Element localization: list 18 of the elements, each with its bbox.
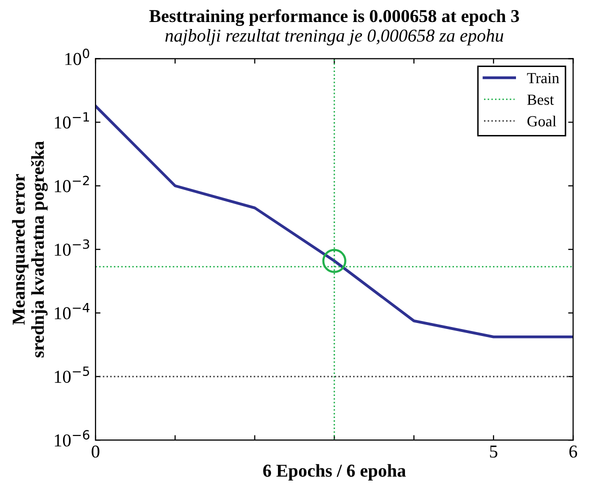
y-tick-label: 10$^{−6}$ — [54, 430, 90, 447]
chart-subtitle: najbolji rezultat treninga je 0,000658 za epohu — [165, 29, 504, 46]
x-tick-label: 6 — [569, 446, 578, 458]
y-tick-label: 10$^{−1}$ — [54, 112, 89, 129]
x-tick-label: 0 — [92, 445, 100, 458]
y-tick-label: 10$^{−2}$ — [54, 176, 89, 192]
y-axis-title: Meansquared error srednja kvadratna pogreška — [12, 141, 48, 358]
y-tick-label: 10$^{0}$ — [65, 48, 90, 66]
legend-label: Goal — [527, 116, 556, 126]
line-series — [96, 104, 574, 338]
legend-label: Train — [527, 73, 560, 84]
y-tick-label: 10$^{−5}$ — [54, 366, 90, 383]
x-tick-label: 5 — [490, 446, 498, 458]
chart-title: Besttraining performance is 0.000658 at epoch 3 — [149, 9, 519, 26]
x-axis-title: 6 Epochs / 6 epoha — [263, 464, 406, 480]
y-tick-label: 10$^{−4}$ — [54, 303, 90, 320]
legend-label: Best — [527, 94, 554, 105]
y-tick-label: 10$^{−3}$ — [54, 239, 90, 256]
